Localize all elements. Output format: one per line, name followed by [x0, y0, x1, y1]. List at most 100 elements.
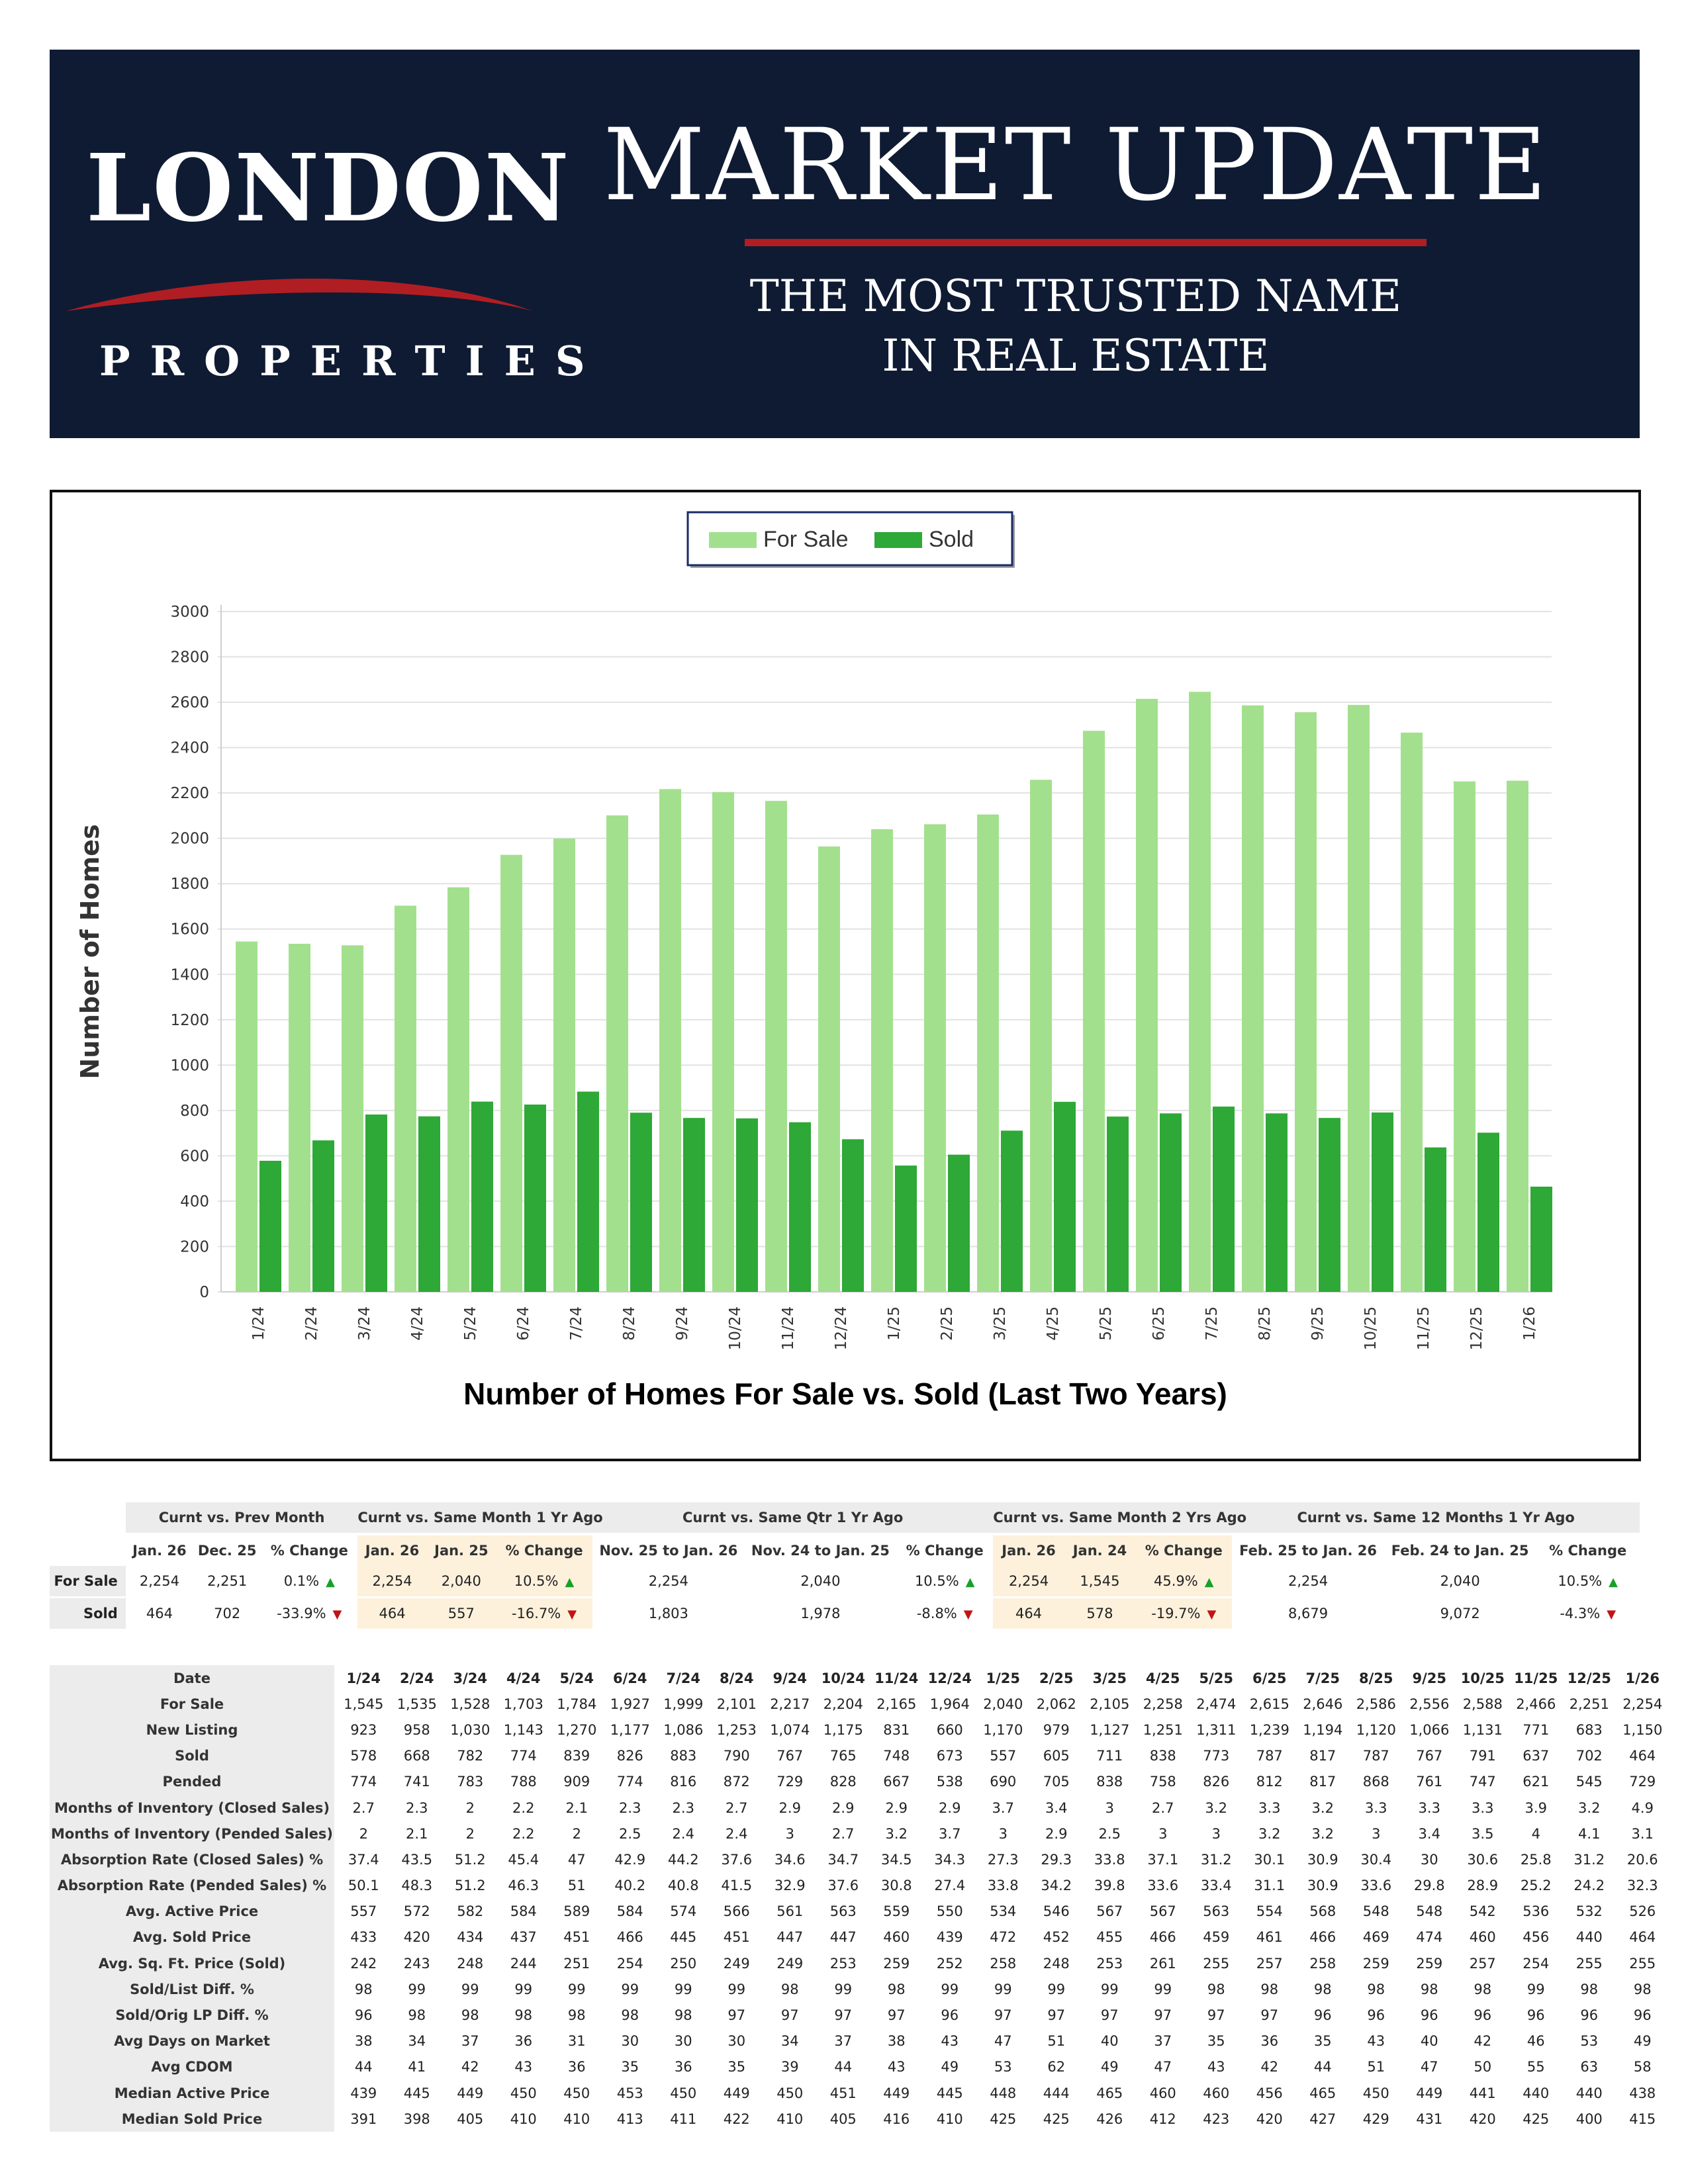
for-sale-bar	[289, 944, 310, 1292]
stats-date-header: 5/24	[559, 1670, 594, 1686]
stats-date-header: 5/25	[1199, 1670, 1233, 1686]
y-tick-label: 0	[199, 1284, 209, 1301]
stats-cell: 437	[510, 1929, 537, 1946]
x-tick-label: 11/24	[780, 1306, 797, 1350]
stats-cell: 923	[350, 1721, 377, 1738]
stats-cell: 43	[1367, 2033, 1385, 2050]
sold-bar	[1425, 1147, 1446, 1292]
stats-cell: 787	[1362, 1748, 1389, 1764]
stats-cell: 425	[1523, 2111, 1550, 2127]
stats-cell: 453	[616, 2085, 643, 2101]
stats-cell: 38	[354, 2033, 373, 2050]
x-tick-label: 9/25	[1309, 1306, 1327, 1341]
stats-cell: 30.4	[1360, 1851, 1392, 1868]
x-tick-label: 2/24	[303, 1306, 320, 1341]
stats-cell: 43	[514, 2059, 533, 2075]
stats-date-header: 1/24	[346, 1670, 381, 1686]
stats-cell: 447	[829, 1929, 857, 1946]
stats-cell: 2,062	[1036, 1696, 1076, 1712]
comparison-value: 2,254	[125, 1566, 194, 1598]
sold-bar	[1477, 1132, 1499, 1292]
for-sale-bar	[1136, 698, 1158, 1292]
stats-cell: 582	[457, 1903, 484, 1920]
stats-cell: 536	[1523, 1903, 1550, 1920]
stats-cell: 705	[1043, 1774, 1070, 1790]
stats-date-header: 12/25	[1567, 1670, 1611, 1686]
stats-cell: 242	[350, 1955, 377, 1972]
stats-cell: 420	[1469, 2111, 1496, 2127]
stats-cell: 790	[723, 1748, 750, 1764]
percent-change-value: 0.1%	[283, 1573, 320, 1589]
stats-cell: 668	[403, 1748, 430, 1764]
x-tick-label: 2/25	[939, 1306, 956, 1341]
x-tick-label: 12/25	[1468, 1306, 1485, 1350]
comparison-percent-change: -4.3% ▼	[1536, 1598, 1640, 1629]
stats-cell: 449	[457, 2085, 484, 2101]
stats-cell: 410	[776, 2111, 804, 2127]
stats-cell: 758	[1149, 1774, 1176, 1790]
stats-cell: 33.4	[1200, 1878, 1232, 1894]
comparison-percent-change: -8.8% ▼	[896, 1598, 993, 1629]
stats-cell: 422	[723, 2111, 750, 2127]
stats-row-label: Avg. Active Price	[50, 1898, 337, 1925]
stats-cell: 98	[1207, 1981, 1225, 1997]
stats-row-label: Absorption Rate (Pended Sales) %	[50, 1872, 337, 1899]
stats-cell: 450	[670, 2085, 697, 2101]
stats-cell: 532	[1575, 1903, 1603, 1920]
stats-cell: 3.4	[1045, 1799, 1068, 1816]
stats-cell: 99	[1100, 1981, 1119, 1997]
stats-cell: 2.2	[512, 1799, 535, 1816]
stats-cell: 546	[1043, 1903, 1070, 1920]
stats-cell: 451	[563, 1929, 590, 1946]
stats-cell: 97	[1100, 2007, 1119, 2024]
stats-cell: 450	[510, 2085, 537, 2101]
stats-cell: 98	[408, 2007, 426, 2024]
stats-cell: 460	[1203, 2085, 1230, 2101]
page-title: MARKET UPDATE	[603, 108, 1548, 223]
comparison-column-label: Jan. 26	[993, 1534, 1064, 1566]
x-tick-label: 1/25	[886, 1306, 903, 1341]
stats-cell: 1,703	[503, 1696, 543, 1712]
stats-cell: 3	[998, 1825, 1008, 1842]
stats-cell: 451	[723, 1929, 750, 1946]
stats-cell: 538	[936, 1774, 963, 1790]
stats-cell: 35	[1207, 2033, 1225, 2050]
stats-cell: 244	[510, 1955, 537, 1972]
stats-cell: 48.3	[401, 1878, 433, 1894]
stats-cell: 50	[1474, 2059, 1492, 2075]
stats-row-label: Avg CDOM	[50, 2054, 337, 2080]
stats-cell: 97	[887, 2007, 906, 2024]
stats-cell: 465	[1096, 2085, 1123, 2101]
stats-row-label: Absorption Rate (Closed Sales) %	[50, 1846, 337, 1873]
stats-cell: 3	[1158, 1825, 1168, 1842]
x-tick-label: 12/24	[833, 1306, 850, 1350]
stats-cell: 25.8	[1520, 1851, 1552, 1868]
stats-cell: 51.2	[454, 1878, 486, 1894]
stats-cell: 99	[674, 1981, 692, 1997]
stats-row-label: Pended	[50, 1768, 337, 1795]
stats-cell: 30.8	[880, 1878, 912, 1894]
stats-cell: 621	[1523, 1774, 1550, 1790]
stats-cell: 447	[776, 1929, 804, 1946]
stats-cell: 1,239	[1249, 1721, 1289, 1738]
stats-cell: 35	[727, 2059, 746, 2075]
comparison-row: For Sale 2,254 2,251 0.1% ▲ 2,254 2,040 10.5% ▲ 2…	[50, 1566, 1640, 1598]
stats-cell: 1,074	[770, 1721, 810, 1738]
comparison-row: Sold 464 702 -33.9% ▼ 464 557 -16.7% ▼ 1,803 1,978…	[50, 1597, 1640, 1629]
stats-cell: 261	[1149, 1955, 1176, 1972]
stats-cell: 1,528	[450, 1696, 491, 1712]
stats-cell: 3.5	[1472, 1825, 1494, 1842]
stats-row-label: Months of Inventory (Closed Sales)	[50, 1794, 337, 1821]
stats-cell: 1,270	[557, 1721, 597, 1738]
stats-cell: 46.3	[508, 1878, 539, 1894]
stats-cell: 567	[1096, 1903, 1123, 1920]
stats-cell: 449	[883, 2085, 910, 2101]
stats-cell: 99	[461, 1981, 479, 1997]
stats-cell: 466	[1149, 1929, 1176, 1946]
stats-cell: 2.7	[726, 1799, 748, 1816]
percent-change-value: -8.8%	[916, 1606, 957, 1621]
stats-cell: 98	[780, 1981, 799, 1997]
stats-cell: 2.1	[406, 1825, 428, 1842]
for-sale-bar	[1189, 692, 1211, 1292]
comparison-value: 8,679	[1288, 1606, 1329, 1621]
